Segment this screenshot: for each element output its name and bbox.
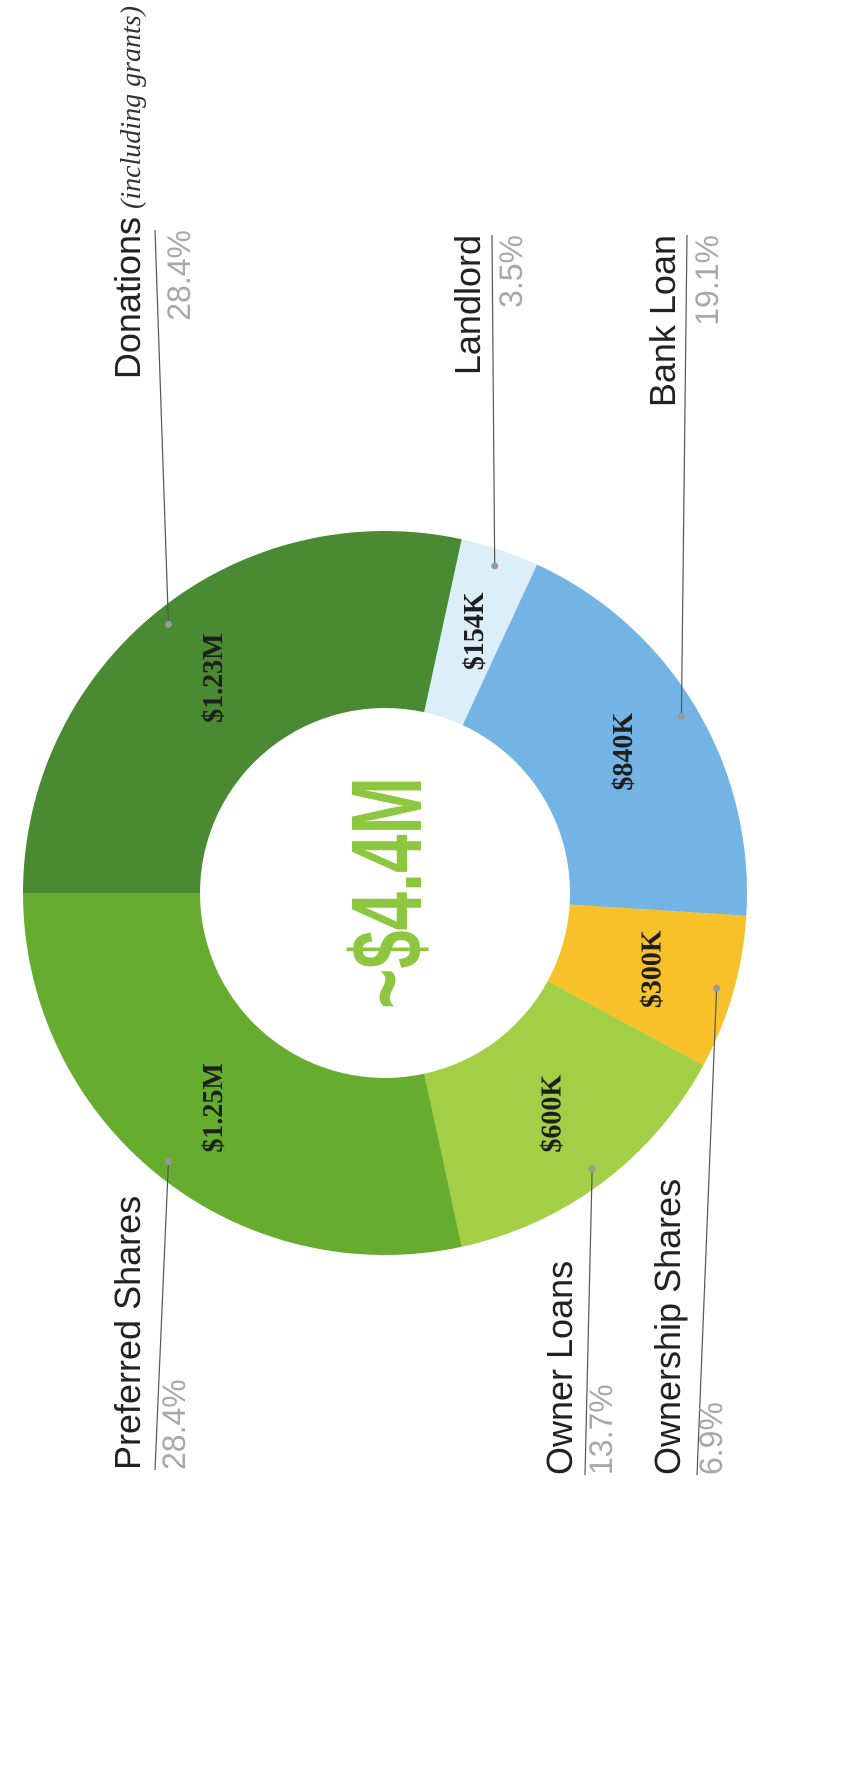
leader-line	[584, 1168, 593, 1476]
leader-dot	[677, 712, 685, 720]
donut-slice	[424, 539, 538, 726]
category-label: Ownership Shares	[647, 1179, 688, 1475]
chart-body: $1.23M (including grants) Donations 28.4% $1…	[23, 6, 747, 1476]
slice-amount-label: $300K	[636, 930, 667, 1008]
leader-dot	[164, 620, 172, 628]
slice-amount-label: $1.23M	[198, 633, 229, 722]
slice-amount-label: $1.25M	[198, 1063, 229, 1152]
leader-dot	[164, 1158, 172, 1166]
category-label: Bank Loan	[642, 235, 683, 407]
donut-slice	[424, 981, 704, 1247]
leader-dot	[713, 984, 721, 992]
center-label: ~$4.4M	[331, 777, 443, 1009]
donut-slice	[23, 531, 462, 893]
category-label: Donations	[107, 217, 148, 379]
percent-label: 6.9%	[693, 1402, 729, 1475]
slice-amount-label: $600K	[537, 1075, 568, 1153]
leader-line	[154, 1161, 170, 1471]
slice-amount-label: $840K	[608, 713, 639, 791]
category-label: Preferred Shares	[107, 1196, 148, 1470]
slice-amount-label: $154K	[459, 592, 490, 670]
leader-dot	[588, 1165, 596, 1173]
leader-line	[680, 234, 688, 717]
leader-dot	[491, 562, 499, 570]
category-label: Owner Loans	[539, 1261, 580, 1475]
donut-slice	[23, 893, 462, 1255]
donut-slice	[462, 564, 747, 916]
category-label: Landlord	[447, 235, 488, 375]
leader-line	[696, 988, 718, 1476]
leader-line	[154, 229, 170, 625]
donut-slice	[547, 904, 747, 1066]
percent-label: 28.4%	[156, 1379, 192, 1470]
percent-label: 13.7%	[583, 1384, 619, 1475]
percent-label: 3.5%	[493, 235, 529, 308]
leader-line	[491, 234, 496, 566]
category-note: (including grants)	[116, 6, 147, 209]
percent-label: 28.4%	[161, 230, 197, 321]
percent-label: 19.1%	[689, 235, 725, 326]
